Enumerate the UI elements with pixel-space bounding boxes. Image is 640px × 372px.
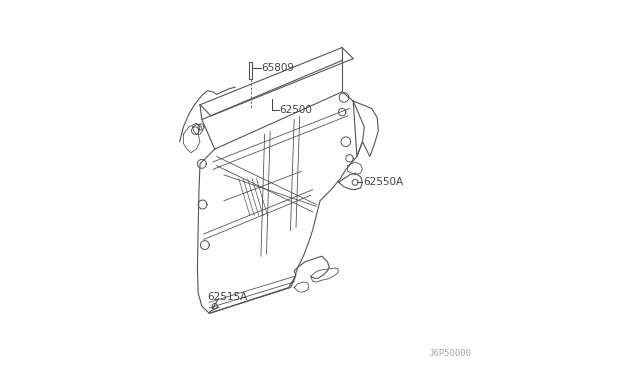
Text: 62515A: 62515A — [207, 292, 248, 302]
Text: 62500: 62500 — [280, 105, 312, 115]
Text: 62550A: 62550A — [364, 177, 404, 187]
Text: 65809: 65809 — [262, 63, 294, 73]
Text: J6P50000: J6P50000 — [428, 349, 472, 358]
